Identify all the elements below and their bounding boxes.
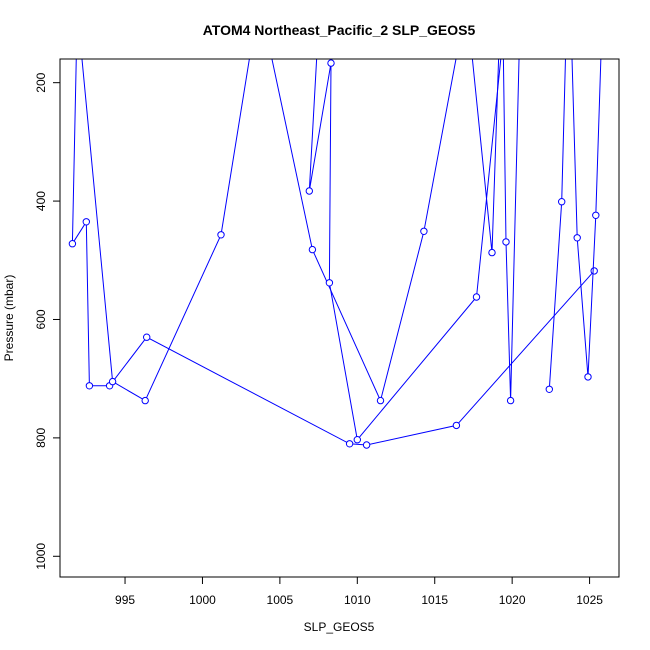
y-axis-label: Pressure (mbar): [2, 275, 16, 362]
data-point: [592, 211, 600, 220]
x-axis-label: SLP_GEOS5: [304, 620, 375, 634]
x-tick-label: 995: [115, 593, 135, 607]
data-point: [85, 382, 94, 390]
data-point: [590, 267, 598, 275]
data-point: [362, 441, 371, 449]
data-point: [472, 293, 481, 301]
data-point: [327, 59, 335, 67]
data-point: [345, 440, 354, 448]
data-point: [217, 231, 225, 239]
data-point: [143, 333, 151, 341]
data-point: [305, 187, 313, 195]
y-tick-label: 600: [34, 309, 48, 329]
data-point: [376, 396, 385, 405]
plot-frame: [59, 58, 620, 578]
data-point: [545, 385, 553, 393]
series-line-3: [271, 59, 457, 403]
y-axis: 200 400 600 800 1000: [34, 72, 60, 570]
x-tick-label: 1025: [576, 593, 603, 607]
data-point: [573, 234, 581, 242]
data-point: [108, 377, 117, 386]
data-point: [141, 396, 149, 405]
y-tick-label: 800: [34, 428, 48, 448]
data-point: [506, 396, 515, 405]
series-line-1: [71, 59, 595, 446]
x-tick-label: 1010: [344, 593, 371, 607]
x-tick-label: 1020: [499, 593, 526, 607]
data-point: [584, 373, 592, 381]
data-point: [452, 421, 461, 430]
chart-title: ATOM4 Northeast_Pacific_2 SLP_GEOS5: [203, 22, 476, 38]
series-layer: [68, 59, 602, 449]
y-tick-label: 1000: [34, 543, 48, 570]
series-line-6: [502, 59, 520, 401]
data-point: [308, 245, 317, 254]
x-axis: 995 1000 1005 1010 1015 1020 1025: [115, 577, 603, 607]
series-line-7: [548, 59, 566, 390]
y-tick-label: 200: [34, 72, 48, 92]
y-tick-label: 400: [34, 191, 48, 211]
data-point: [325, 279, 334, 287]
data-point: [420, 227, 428, 236]
data-point: [82, 218, 91, 226]
x-tick-label: 1015: [421, 593, 448, 607]
x-tick-label: 1005: [267, 593, 294, 607]
series-line-2: [81, 59, 250, 402]
data-point: [353, 436, 361, 444]
data-point: [68, 240, 77, 248]
data-point: [558, 198, 566, 206]
series-line-8: [571, 59, 602, 377]
data-point: [488, 248, 496, 257]
x-tick-label: 1000: [189, 593, 216, 607]
data-point: [502, 238, 510, 246]
